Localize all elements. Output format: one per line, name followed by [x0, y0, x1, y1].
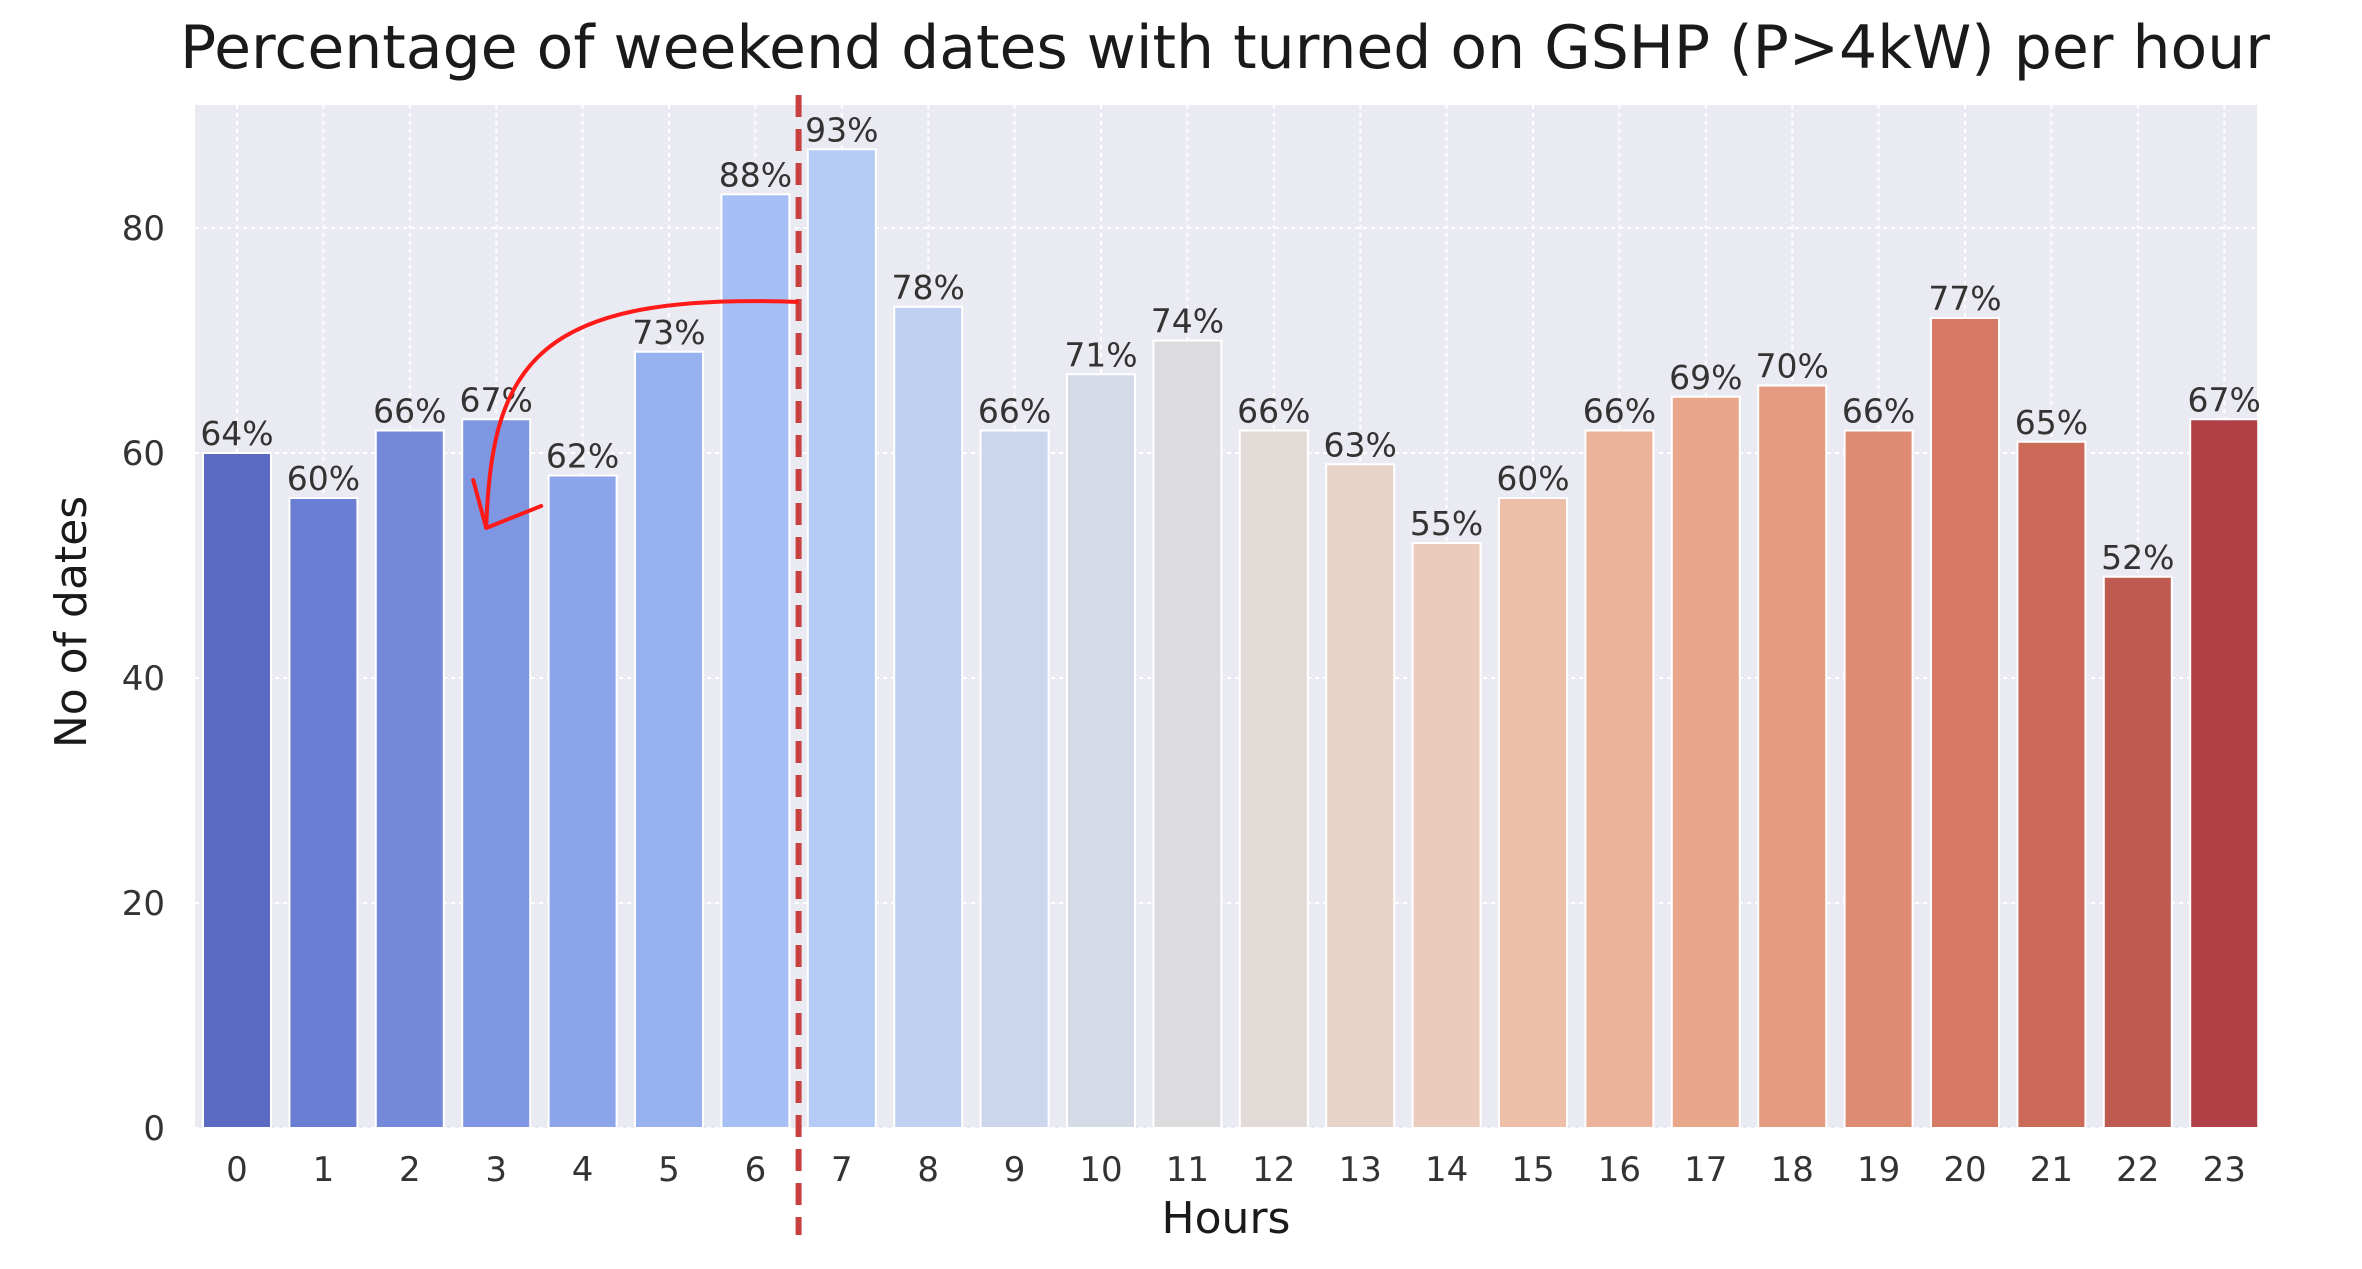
x-tick-label: 14	[1425, 1150, 1468, 1190]
bar-value-label: 62%	[546, 437, 619, 476]
bar	[634, 350, 704, 1129]
x-axis: 0 1 2 3 4 5 6 7 8 9 10 11 12 13 14 15 16 17 18 19 20 21 22 23	[226, 1150, 2246, 1190]
bar	[1498, 497, 1568, 1129]
x-axis-label: Hours	[1162, 1193, 1291, 1244]
bar-value-label: 67%	[460, 380, 533, 419]
bar-value-label: 88%	[719, 155, 792, 194]
y-tick-label: 80	[122, 209, 165, 249]
arrow-head	[471, 478, 544, 530]
x-tick-label: 21	[2030, 1150, 2073, 1190]
y-tick-label: 0	[143, 1109, 165, 1149]
bar-value-label: 66%	[1237, 392, 1310, 431]
bar-value-label: 66%	[1842, 392, 1915, 431]
bar-value-label: 66%	[978, 392, 1051, 431]
bar	[806, 148, 877, 1129]
bar-value-label: 74%	[1151, 302, 1224, 341]
bar	[1325, 463, 1396, 1129]
x-tick-label: 12	[1252, 1150, 1295, 1190]
bar	[2102, 575, 2173, 1129]
x-tick-label: 10	[1079, 1150, 1122, 1190]
bar-value-label: 66%	[1583, 392, 1656, 431]
bar-value-label: 64%	[200, 414, 273, 453]
bar	[1411, 542, 1482, 1129]
bar-value-label: 60%	[1496, 459, 1569, 498]
bar-value-label: 78%	[892, 268, 965, 307]
x-tick-label: 15	[1511, 1150, 1554, 1190]
bar-value-label: 52%	[2101, 538, 2174, 577]
bar	[288, 497, 359, 1129]
bar-value-label: 71%	[1064, 335, 1137, 374]
bar	[1670, 395, 1741, 1129]
bar	[1066, 373, 1136, 1129]
x-tick-label: 8	[917, 1150, 939, 1190]
x-tick-label: 6	[745, 1150, 767, 1190]
bar	[893, 305, 964, 1129]
bar	[1843, 429, 1914, 1129]
x-tick-label: 19	[1857, 1150, 1900, 1190]
bar-value-label: 65%	[2015, 403, 2088, 442]
bar-value-label: 67%	[2188, 380, 2261, 419]
bar	[461, 418, 532, 1129]
x-tick-label: 16	[1598, 1150, 1641, 1190]
chart-title: Percentage of weekend dates with turned …	[180, 13, 2270, 83]
bar	[1152, 339, 1223, 1129]
bar-value-label: 66%	[373, 392, 446, 431]
bar-labels: 64% 60% 66% 67% 62% 73% 88% 93% 78% 66% 71% 74% 66% 6…	[200, 110, 2261, 577]
bar	[374, 429, 445, 1129]
x-tick-label: 5	[658, 1150, 680, 1190]
bar-value-label: 73%	[632, 313, 705, 352]
bar-value-label: 55%	[1410, 504, 1483, 543]
bar	[202, 452, 272, 1129]
y-tick-label: 60	[122, 434, 165, 474]
bar	[2189, 418, 2260, 1129]
y-tick-label: 20	[122, 884, 165, 924]
y-tick-label: 40	[122, 659, 165, 699]
bar-value-label: 70%	[1756, 347, 1829, 386]
bar-value-label: 69%	[1669, 358, 1742, 397]
bar	[1584, 429, 1655, 1129]
x-tick-label: 2	[399, 1150, 421, 1190]
bar	[720, 193, 791, 1129]
bar-value-label: 93%	[805, 110, 878, 149]
y-axis: 0 20 40 60 80	[122, 209, 165, 1149]
x-tick-label: 0	[226, 1150, 248, 1190]
x-tick-label: 17	[1684, 1150, 1727, 1190]
x-tick-label: 1	[313, 1150, 335, 1190]
bar	[1238, 429, 1309, 1129]
bar-value-label: 60%	[287, 459, 360, 498]
x-tick-label: 7	[831, 1150, 853, 1190]
annotations	[471, 95, 802, 1235]
bar	[2016, 440, 2087, 1129]
x-tick-label: 22	[2116, 1150, 2159, 1190]
bar	[1757, 384, 1828, 1129]
curved-arrow	[484, 299, 799, 529]
x-tick-label: 9	[1004, 1150, 1026, 1190]
x-tick-label: 11	[1166, 1150, 1209, 1190]
x-tick-label: 13	[1339, 1150, 1382, 1190]
bar-value-label: 77%	[1928, 279, 2001, 318]
y-axis-label: No of dates	[46, 496, 97, 748]
x-tick-label: 4	[572, 1150, 594, 1190]
x-tick-label: 18	[1771, 1150, 1814, 1190]
bars	[202, 148, 2260, 1129]
bar	[547, 474, 618, 1129]
bar	[1930, 317, 2000, 1129]
x-tick-label: 3	[485, 1150, 507, 1190]
bar	[979, 429, 1050, 1129]
x-tick-label: 20	[1943, 1150, 1986, 1190]
bar-value-label: 63%	[1324, 425, 1397, 464]
x-tick-label: 23	[2203, 1150, 2246, 1190]
